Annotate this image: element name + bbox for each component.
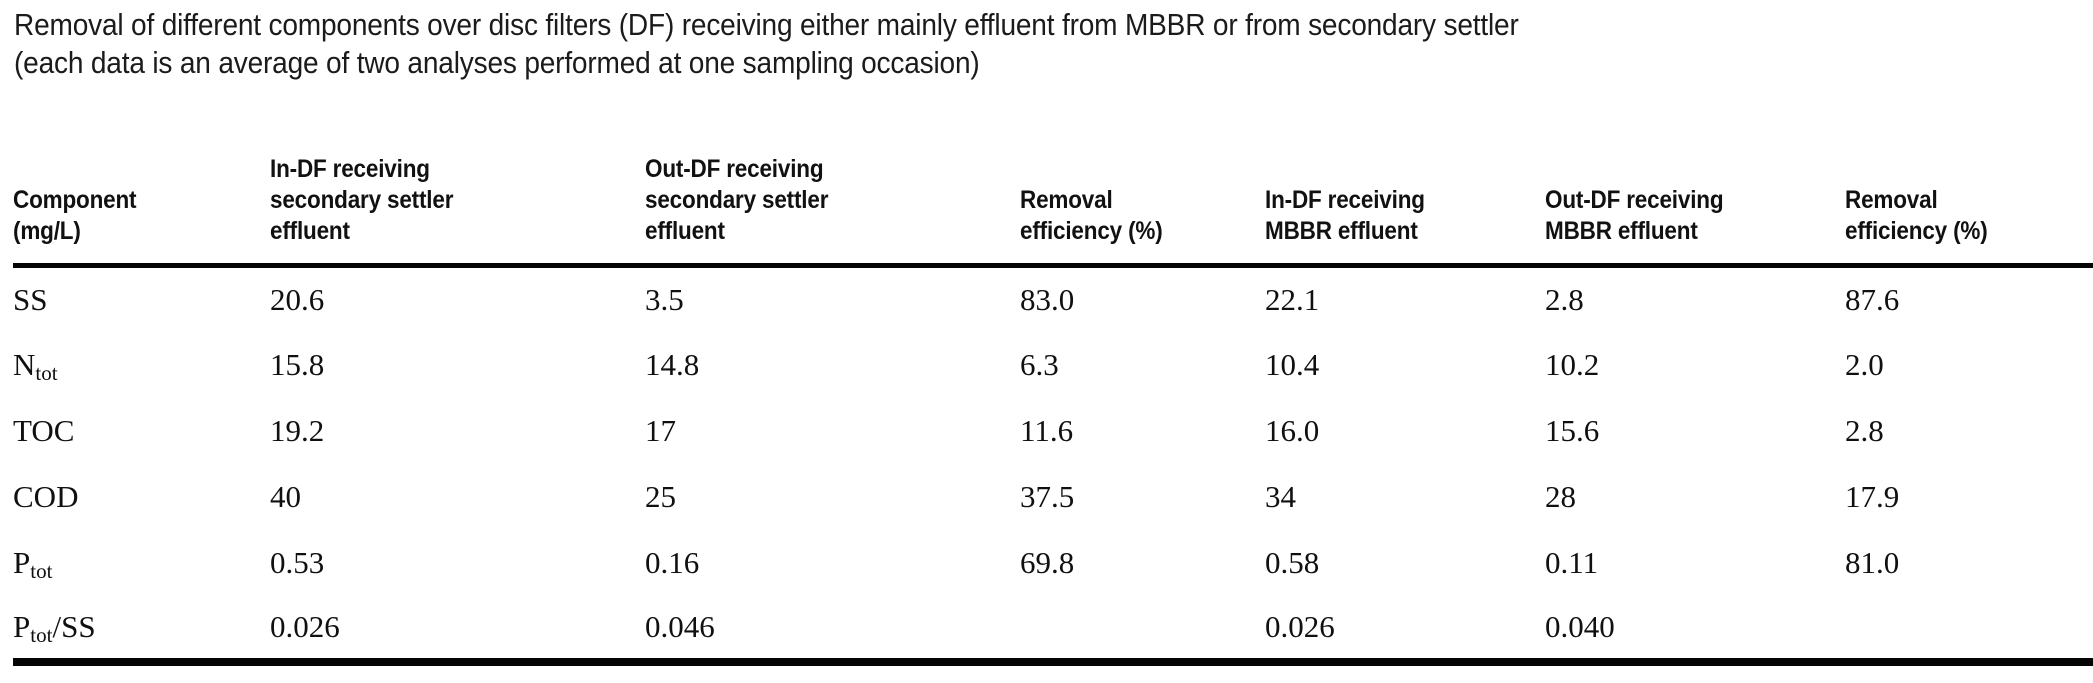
cell-value: 15.6 — [1545, 412, 1600, 448]
cell-value: 20.6 — [270, 281, 325, 317]
cell-value: 2.8 — [1545, 281, 1584, 317]
cell-value: 19.2 — [270, 412, 325, 448]
component-label: COD — [13, 478, 79, 514]
cell-value: 40 — [270, 478, 301, 514]
column-header-out-df-settler: Out-DF receiving secondary settler efflu… — [645, 98, 1020, 268]
component-label: Ptot — [13, 544, 53, 584]
table-row-toc: TOC 19.2 17 11.6 16.0 15.6 2.8 — [13, 398, 2093, 464]
cell-value: 25 — [645, 478, 676, 514]
table-row-ptot-ss: Ptot/SS 0.026 0.046 0.026 0.040 — [13, 595, 2093, 666]
cell-value: 2.0 — [1845, 346, 1884, 382]
cell-value: 0.046 — [645, 595, 1020, 666]
cell-value: 87.6 — [1845, 281, 1900, 317]
cell-value: 0.53 — [270, 544, 325, 580]
cell-value — [1020, 595, 1265, 666]
cell-value: 17.9 — [1845, 478, 1900, 514]
cell-value: 22.1 — [1265, 281, 1320, 317]
cell-value: 0.026 — [270, 595, 645, 666]
component-label: Ptot/SS — [13, 595, 270, 666]
cell-value: 0.16 — [645, 544, 700, 580]
column-header-in-df-mbbr: In-DF receiving MBBR effluent — [1265, 98, 1545, 268]
table-caption: Removal of different components over dis… — [14, 8, 1519, 80]
cell-value: 6.3 — [1020, 346, 1059, 382]
table-row-ntot: Ntot 15.8 14.8 6.3 10.4 10.2 2.0 — [13, 332, 2093, 398]
cell-value: 10.4 — [1265, 346, 1320, 382]
table-header-row: Component (mg/L) In-DF receiving seconda… — [13, 98, 2093, 268]
component-label: SS — [13, 281, 48, 317]
removal-efficiency-table: Component (mg/L) In-DF receiving seconda… — [13, 98, 2093, 666]
cell-value: 10.2 — [1545, 346, 1600, 382]
cell-value: 0.11 — [1545, 544, 1599, 580]
cell-value: 37.5 — [1020, 478, 1075, 514]
table-row-ss: SS 20.6 3.5 83.0 22.1 2.8 87.6 — [13, 266, 2093, 332]
cell-value: 83.0 — [1020, 281, 1075, 317]
table-row-cod: COD 40 25 37.5 34 28 17.9 — [13, 464, 2093, 530]
component-label: TOC — [13, 412, 75, 448]
column-header-component: Component (mg/L) — [13, 98, 270, 268]
column-header-in-df-settler: In-DF receiving secondary settler efflue… — [270, 98, 645, 268]
cell-value: 15.8 — [270, 346, 325, 382]
cell-value: 0.026 — [1265, 595, 1545, 666]
cell-value: 11.6 — [1020, 412, 1074, 448]
column-header-out-df-mbbr: Out-DF receiving MBBR effluent — [1545, 98, 1845, 268]
column-header-removal-efficiency-mbbr: Removal efficiency (%) — [1845, 98, 2093, 268]
cell-value: 16.0 — [1265, 412, 1320, 448]
cell-value: 0.58 — [1265, 544, 1320, 580]
cell-value: 2.8 — [1845, 412, 1884, 448]
cell-value: 81.0 — [1845, 544, 1900, 580]
column-header-removal-efficiency-settler: Removal efficiency (%) — [1020, 98, 1265, 268]
table-row-ptot: Ptot 0.53 0.16 69.8 0.58 0.11 81.0 — [13, 530, 2093, 596]
cell-value — [1845, 595, 2093, 666]
cell-value: 14.8 — [645, 346, 700, 382]
cell-value: 3.5 — [645, 281, 684, 317]
cell-value: 17 — [645, 412, 676, 448]
component-label: Ntot — [13, 346, 58, 386]
cell-value: 34 — [1265, 478, 1296, 514]
cell-value: 28 — [1545, 478, 1576, 514]
cell-value: 69.8 — [1020, 544, 1075, 580]
cell-value: 0.040 — [1545, 595, 1845, 666]
